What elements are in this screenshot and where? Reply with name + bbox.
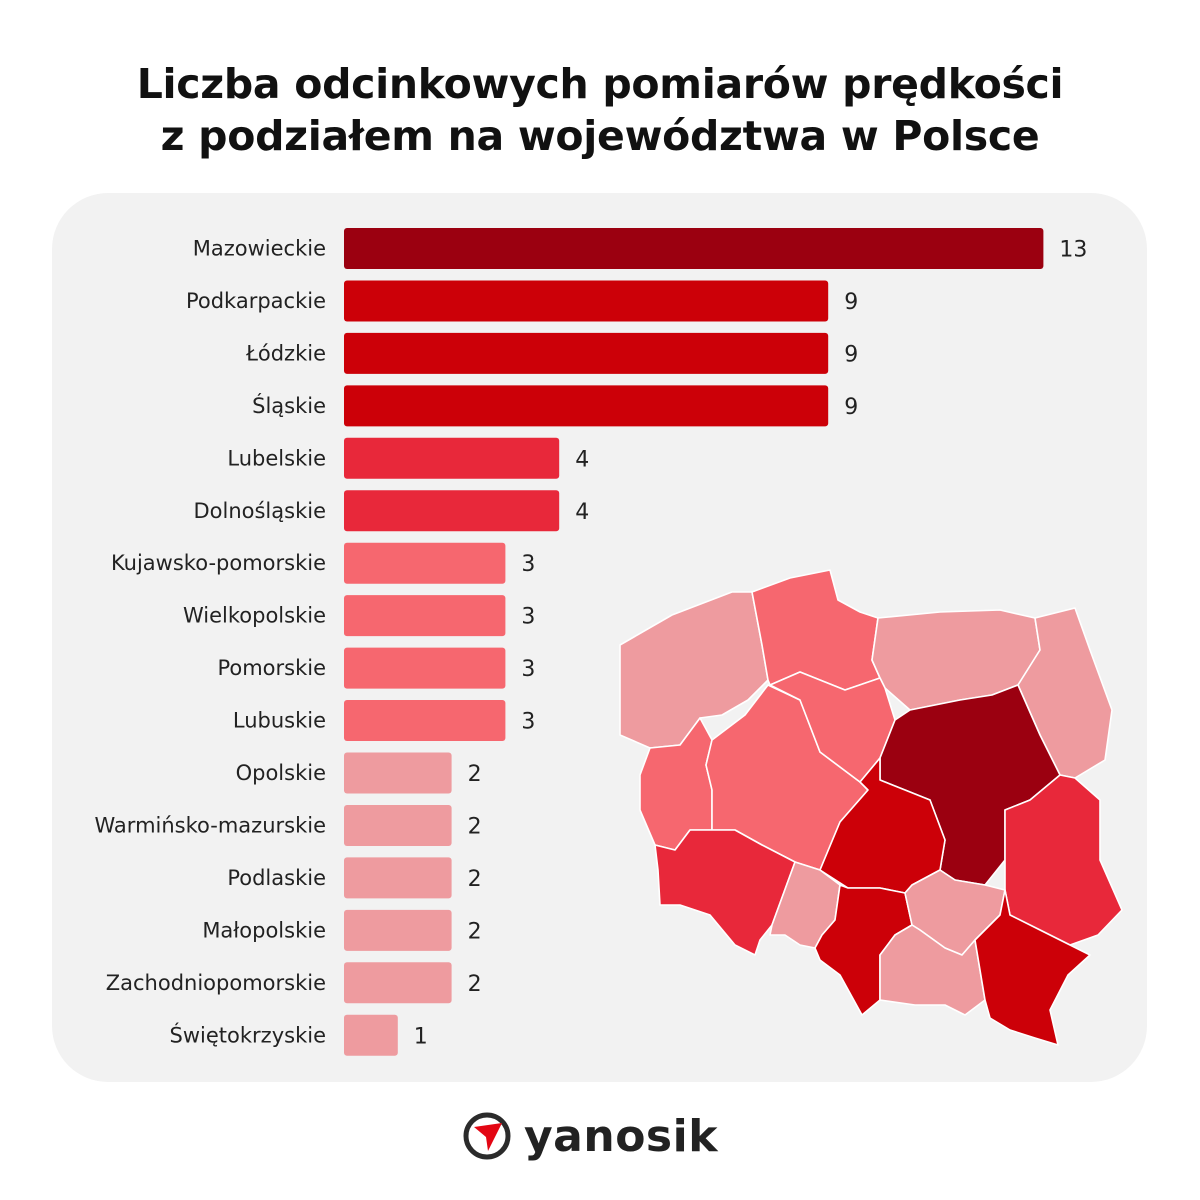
value-label: 2 (468, 972, 482, 997)
category-label: Pomorskie (217, 656, 326, 680)
category-label: Podkarpackie (186, 289, 326, 313)
bar-łódzkie (344, 332, 829, 374)
brand-logo: yanosik (462, 1106, 742, 1166)
bar-podkarpackie (344, 280, 829, 322)
bar-warmińsko-mazurskie (344, 804, 452, 846)
category-label: Wielkopolskie (183, 604, 326, 628)
title-line-2: z podziałem na województwa w Polsce (160, 112, 1040, 160)
bar-lubuskie (344, 700, 506, 742)
map-region-dolnośląskie (654, 829, 796, 956)
yanosik-logo-icon (463, 1112, 511, 1160)
category-label: Łódzkie (245, 341, 326, 365)
bar-zachodniopomorskie (344, 962, 452, 1004)
bar-śląskie (344, 385, 829, 427)
value-label: 2 (468, 814, 482, 839)
category-label: Mazowieckie (193, 237, 326, 261)
poland-map (619, 569, 1123, 1046)
map-region-podkarpackie (974, 889, 1091, 1046)
category-label: Dolnośląskie (193, 499, 326, 523)
value-label: 9 (844, 342, 858, 367)
value-label: 4 (575, 447, 589, 472)
value-label: 3 (521, 552, 535, 577)
category-label: Warmińsko-mazurskie (95, 813, 326, 837)
value-label: 3 (521, 710, 535, 735)
category-label: Lubuskie (233, 709, 326, 733)
brand-name: yanosik (524, 1110, 718, 1162)
value-label: 3 (521, 605, 535, 630)
value-label: 9 (844, 395, 858, 420)
value-label: 2 (468, 762, 482, 787)
bar-kujawsko-pomorskie (344, 542, 506, 584)
value-label: 13 (1059, 238, 1087, 263)
bar-wielkopolskie (344, 595, 506, 637)
value-label: 4 (575, 500, 589, 525)
bar-dolnośląskie (344, 490, 560, 532)
category-label: Zachodniopomorskie (106, 971, 326, 995)
footer: yanosik (0, 1106, 1200, 1166)
bar-opolskie (344, 752, 452, 794)
value-label: 1 (414, 1024, 428, 1049)
value-label: 9 (844, 290, 858, 315)
category-label: Opolskie (236, 761, 326, 785)
bar-pomorskie (344, 647, 506, 689)
category-label: Kujawsko-pomorskie (111, 551, 326, 575)
bar-podlaskie (344, 857, 452, 899)
value-label: 3 (521, 657, 535, 682)
bar-lubelskie (344, 437, 560, 479)
title-line-1: Liczba odcinkowych pomiarów prędkości (136, 60, 1064, 108)
map-region-pomorskie (751, 569, 881, 691)
category-label: Małopolskie (202, 918, 326, 942)
value-label: 2 (468, 919, 482, 944)
category-label: Podlaskie (227, 866, 326, 890)
bar-świętokrzyskie (344, 1014, 398, 1056)
category-label: Świętokrzyskie (170, 1022, 326, 1047)
bar-małopolskie (344, 909, 452, 951)
bar-mazowieckie (344, 228, 1044, 269)
category-label: Lubelskie (227, 446, 326, 470)
category-label: Śląskie (252, 393, 326, 418)
chart-title: Liczba odcinkowych pomiarów prędkości z … (0, 58, 1200, 162)
value-label: 2 (468, 867, 482, 892)
